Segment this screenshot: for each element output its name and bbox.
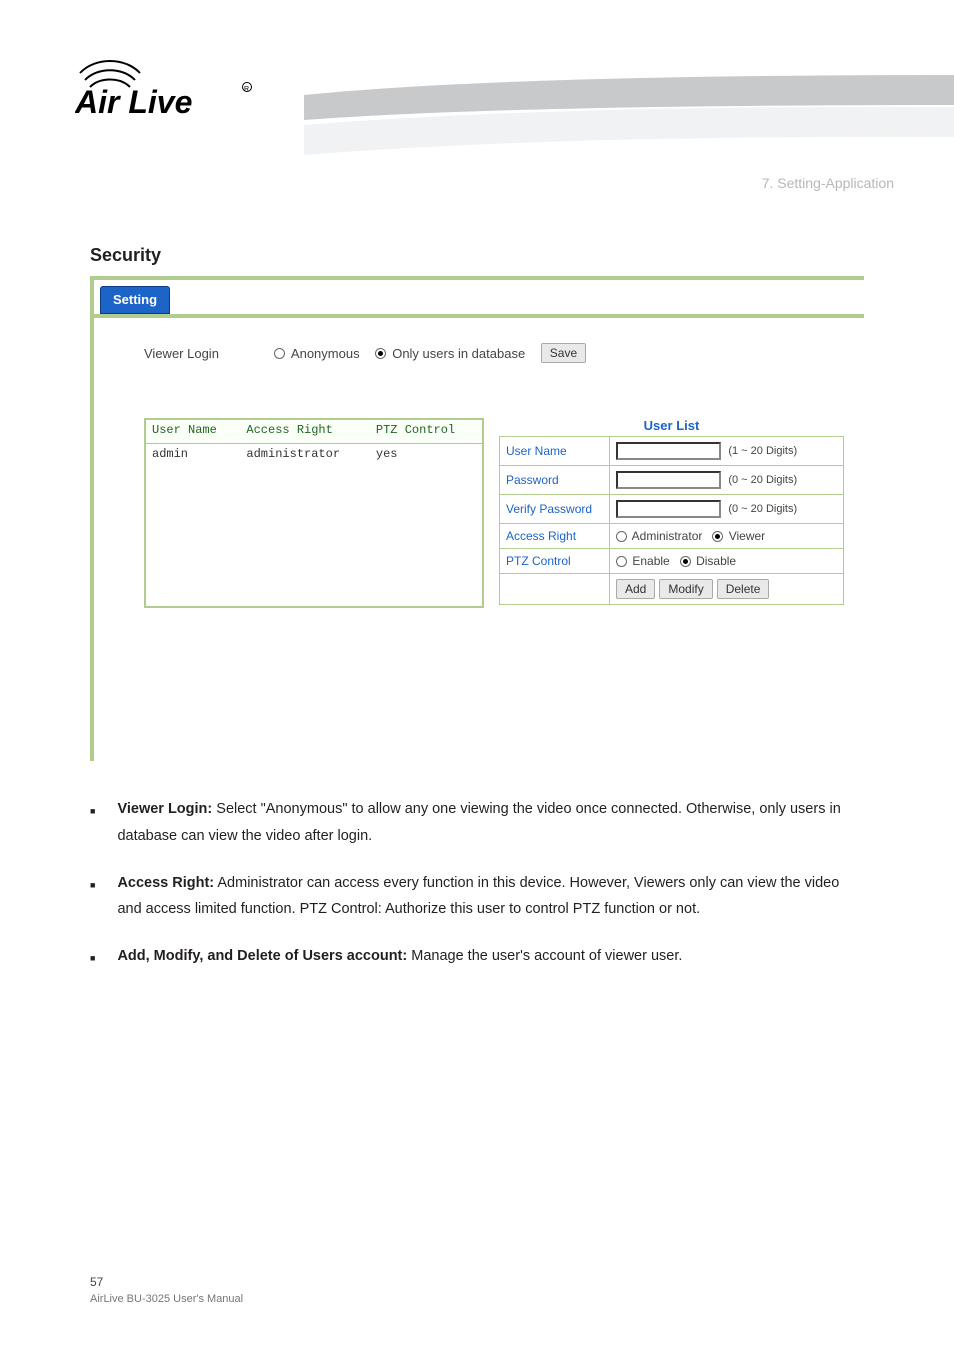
- opt-enable: Enable: [632, 554, 669, 568]
- col-access-right: Access Right: [240, 419, 370, 444]
- col-username: User Name: [145, 419, 240, 444]
- radio-only-database[interactable]: [375, 348, 386, 359]
- svg-text:R: R: [244, 86, 249, 93]
- bullet-body: Administrator can access every function …: [117, 875, 839, 918]
- page-number: 57: [90, 1275, 103, 1289]
- svg-text:Air Live: Air Live: [75, 84, 192, 120]
- embedded-screenshot: Setting Viewer Login Anonymous Only user…: [90, 276, 864, 761]
- bullet-icon: ■: [90, 796, 95, 850]
- password-field[interactable]: [616, 471, 721, 489]
- page-footer: 57 AirLive BU-3025 User's Manual: [90, 1275, 243, 1305]
- cell-username: admin: [145, 444, 240, 467]
- label-username: User Name: [500, 437, 610, 466]
- add-button[interactable]: Add: [616, 579, 655, 599]
- bullet-icon: ■: [90, 943, 95, 970]
- document-header: Air Live R 7. Setting-Application: [0, 0, 954, 180]
- label-password: Password: [500, 466, 610, 495]
- radio-administrator[interactable]: [616, 531, 627, 542]
- bullet-title: Add, Modify, and Delete of Users account…: [117, 948, 407, 964]
- opt-disable: Disable: [696, 554, 736, 568]
- bullet-body: Manage the user's account of viewer user…: [411, 948, 682, 964]
- radio-viewer[interactable]: [712, 531, 723, 542]
- opt-viewer: Viewer: [729, 529, 765, 543]
- bullet-item: ■ Viewer Login: Select "Anonymous" to al…: [90, 796, 864, 850]
- user-list-form: User Name (1 ~ 20 Digits) Password (0 ~ …: [499, 436, 844, 605]
- label-access-right: Access Right: [500, 524, 610, 549]
- airlive-logo: Air Live R: [75, 55, 275, 130]
- cell-ptz: yes: [370, 444, 483, 467]
- setting-tab[interactable]: Setting: [100, 286, 170, 314]
- label-verify-password: Verify Password: [500, 495, 610, 524]
- bullet-item: ■ Access Right: Administrator can access…: [90, 870, 864, 924]
- hint-password: (0 ~ 20 Digits): [728, 474, 797, 486]
- bullet-item: ■ Add, Modify, and Delete of Users accou…: [90, 943, 864, 970]
- save-button[interactable]: Save: [541, 343, 586, 363]
- hint-verify: (0 ~ 20 Digits): [728, 503, 797, 515]
- table-row[interactable]: admin administrator yes: [145, 444, 483, 467]
- bullets-section: ■ Viewer Login: Select "Anonymous" to al…: [90, 796, 864, 970]
- viewer-login-row: Viewer Login Anonymous Only users in dat…: [144, 343, 844, 363]
- header-swoosh: [304, 75, 954, 170]
- verify-password-field[interactable]: [616, 500, 721, 518]
- bullet-title: Viewer Login:: [117, 801, 212, 817]
- bullet-body: Select "Anonymous" to allow any one view…: [117, 801, 840, 844]
- bullet-title: Access Right:: [117, 875, 214, 891]
- radio-anonymous[interactable]: [274, 348, 285, 359]
- delete-button[interactable]: Delete: [717, 579, 770, 599]
- chapter-tag: 7. Setting-Application: [762, 175, 894, 191]
- radio-disable[interactable]: [680, 556, 691, 567]
- viewer-login-label: Viewer Login: [144, 346, 219, 361]
- user-list-title: User List: [499, 418, 844, 433]
- section-title: Security: [90, 245, 864, 266]
- users-current-table: User Name Access Right PTZ Control admin…: [144, 418, 484, 608]
- modify-button[interactable]: Modify: [659, 579, 712, 599]
- anonymous-label: Anonymous: [291, 346, 360, 361]
- username-field[interactable]: [616, 442, 721, 460]
- col-ptz-control: PTZ Control: [370, 419, 483, 444]
- page-content: Security Setting Viewer Login Anonymous …: [0, 245, 954, 970]
- hint-username: (1 ~ 20 Digits): [728, 445, 797, 457]
- label-ptz-control: PTZ Control: [500, 549, 610, 574]
- radio-enable[interactable]: [616, 556, 627, 567]
- bullet-icon: ■: [90, 870, 95, 924]
- manual-title: AirLive BU-3025 User's Manual: [90, 1293, 243, 1305]
- database-label: Only users in database: [392, 346, 525, 361]
- opt-administrator: Administrator: [632, 529, 703, 543]
- cell-access: administrator: [240, 444, 370, 467]
